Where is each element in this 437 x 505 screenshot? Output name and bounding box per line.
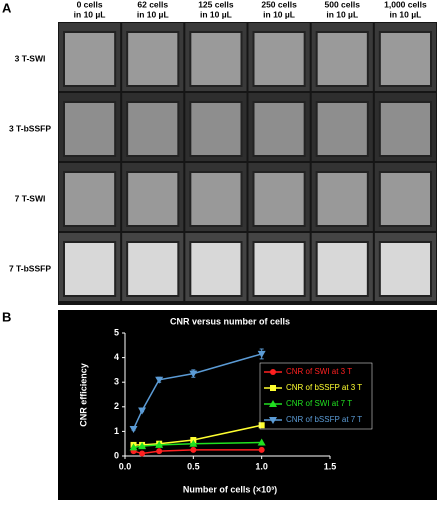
row-label: 3 T-SWI [15, 53, 46, 63]
legend-label: CNR of bSSFP at 3 T [286, 383, 362, 392]
column-header: 250 cells [261, 0, 297, 9]
mri-tube [315, 171, 369, 227]
mri-tube [315, 241, 369, 297]
point [257, 350, 266, 358]
legend-label: CNR of bSSFP at 7 T [286, 415, 362, 424]
column-header: 125 cells [198, 0, 234, 9]
point [138, 442, 147, 450]
y-tick-label: 3 [114, 377, 119, 387]
column-header: in 10 µL [390, 9, 422, 19]
mri-tube [63, 101, 117, 157]
point [138, 407, 147, 415]
point [155, 376, 164, 384]
mri-tube [252, 241, 306, 297]
mri-tube [252, 101, 306, 157]
legend-marker [269, 400, 277, 407]
column-header: 0 cells [77, 0, 103, 9]
mri-tube [189, 31, 243, 87]
chart-background [58, 310, 437, 500]
point [257, 438, 266, 446]
mri-tube [378, 101, 433, 157]
mri-tube [126, 101, 180, 157]
row-label: 7 T-SWI [15, 193, 46, 203]
mri-tube [315, 31, 369, 87]
panel-label: B [2, 309, 11, 324]
y-axis-label: CNR efficiency [78, 363, 88, 427]
mri-tube [378, 171, 433, 227]
legend-label: CNR of SWI at 3 T [286, 367, 352, 376]
point [189, 370, 198, 378]
point [156, 448, 163, 455]
column-header: 500 cells [325, 0, 361, 9]
point [258, 422, 265, 429]
point [258, 446, 265, 453]
mri-tube [315, 101, 369, 157]
point [155, 440, 164, 448]
row-label: 7 T-bSSFP [9, 263, 51, 273]
mri-tube [189, 241, 243, 297]
mri-tube [63, 31, 117, 87]
y-tick-label: 0 [114, 450, 119, 460]
x-tick-label: 1.5 [324, 461, 337, 471]
row-label: 3 T-bSSFP [9, 123, 51, 133]
mri-tube [252, 31, 306, 87]
x-axis-label: Number of cells (×10³) [183, 484, 277, 494]
x-tick-label: 0.5 [187, 461, 200, 471]
mri-tube [189, 101, 243, 157]
chart-title: CNR versus number of cells [170, 316, 290, 326]
image-grid-background [58, 22, 437, 305]
mri-tube [252, 171, 306, 227]
mri-tube [126, 171, 180, 227]
legend-marker [270, 385, 276, 391]
column-header: in 10 µL [74, 9, 106, 19]
point [190, 446, 197, 453]
y-tick-label: 4 [114, 352, 119, 362]
mri-tube [126, 241, 180, 297]
mri-tube [378, 31, 433, 87]
mri-tube [189, 171, 243, 227]
y-tick-label: 5 [114, 327, 119, 337]
panel-label: A [2, 0, 12, 15]
legend-marker [269, 417, 277, 424]
legend-label: CNR of SWI at 7 T [286, 399, 352, 408]
x-tick-label: 1.0 [255, 461, 268, 471]
column-header: in 10 µL [263, 9, 295, 19]
column-header: in 10 µL [326, 9, 358, 19]
legend-box [259, 362, 373, 430]
point [139, 450, 146, 457]
point [129, 425, 138, 433]
point [189, 439, 198, 447]
x-tick-label: 0.0 [119, 461, 132, 471]
column-header: in 10 µL [200, 9, 232, 19]
mri-tube [126, 31, 180, 87]
y-tick-label: 1 [114, 426, 119, 436]
legend-marker [270, 369, 276, 375]
column-header: 62 cells [137, 0, 168, 9]
mri-tube [378, 241, 433, 297]
column-header: in 10 µL [137, 9, 169, 19]
column-header: 1,000 cells [384, 0, 427, 9]
point [129, 443, 138, 451]
mri-tube [63, 241, 117, 297]
mri-tube [63, 171, 117, 227]
y-tick-label: 2 [114, 401, 119, 411]
